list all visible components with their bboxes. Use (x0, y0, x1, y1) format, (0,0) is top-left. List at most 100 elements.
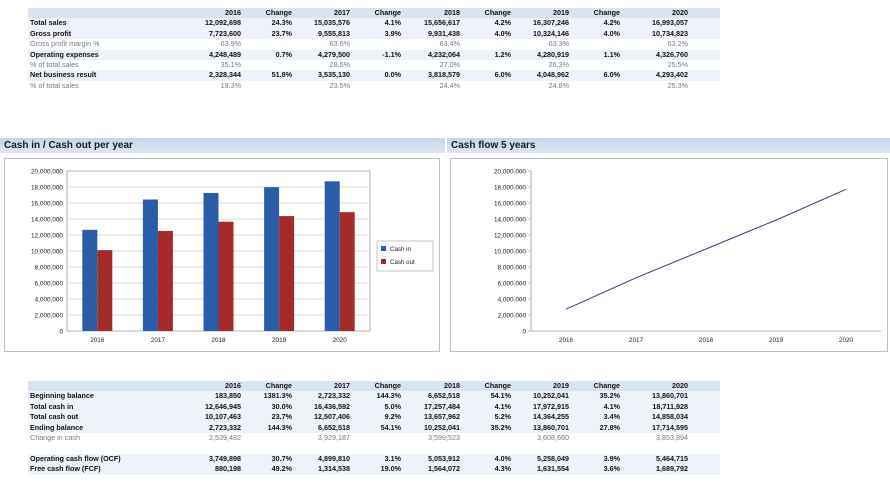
bar-cash-in (203, 192, 219, 331)
table-cell: 3,599,523 (428, 432, 460, 442)
table-cell: 4,232,064 (428, 49, 460, 59)
table-cell: 63.2% (667, 39, 688, 49)
table-row: Net business result 2,328,344 51.8% 3,535,1… (28, 70, 720, 81)
table-cell: 28.5% (329, 59, 350, 69)
table-cell: 17,714,595 (652, 422, 688, 432)
table-cell: 4.1% (494, 401, 511, 411)
bar-chart-svg: 0 2,000,000 4,000,000 6,000,000 8,000,000 10,… (31, 168, 434, 344)
y-tick-label: 20,000,000 (494, 168, 526, 175)
table-cell: 3,608,660 (537, 432, 569, 442)
x-tick-label: 2017 (151, 337, 166, 344)
y-tick-label: 8,000,000 (498, 264, 527, 271)
table-cell: 4.0% (603, 28, 620, 38)
table-cell: 51.8% (271, 70, 292, 80)
table-cell: 9,931,438 (428, 28, 460, 38)
table-cell: 2016 (225, 8, 241, 17)
table-cell: 4,899,810 (318, 453, 350, 463)
x-tick-label: 2018 (211, 337, 226, 344)
right-chart-section-title: Cash flow 5 years (447, 138, 890, 153)
table-cell: 35.2% (599, 391, 620, 401)
income-summary-table: 2016 Change 2017 Change 2018 Change 2019 Change… (28, 8, 720, 91)
table-cell: 10,252,041 (533, 391, 569, 401)
table-cell: 35.1% (220, 59, 241, 69)
table-cell: 4.1% (384, 18, 401, 28)
table-cell: 5,258,049 (537, 453, 569, 463)
table-cell: 2020 (672, 8, 688, 17)
row-label: Free cash flow (FCF) (30, 464, 101, 474)
table-cell: -1.1% (382, 49, 401, 59)
table-cell: 3,818,579 (428, 70, 460, 80)
line-chart-svg: 0 2,000,000 4,000,000 6,000,000 8,000,000 10,… (494, 168, 881, 344)
table-cell: 4,048,962 (537, 70, 569, 80)
table-cell: 2,328,344 (209, 70, 241, 80)
bar-cash-in (324, 181, 340, 331)
table-cell: 9.2% (384, 412, 401, 422)
cash-flow-table: 2016 Change 2017 Change 2018 Change 2019 Change… (28, 381, 720, 475)
table-row: Total cash out 10,107,463 23.7% 12,507,406 9… (28, 412, 720, 423)
table-cell: 14,364,255 (533, 412, 569, 422)
table-cell: Change (593, 8, 620, 17)
table-cell: 16,436,592 (314, 401, 350, 411)
table-row: Operating expenses 4,248,489 0.7% 4,279,500… (28, 49, 720, 60)
table-cell: 5,053,912 (428, 453, 460, 463)
income-table-header: 2016 Change 2017 Change 2018 Change 2019 Change… (28, 8, 720, 19)
table-cell: 4,326,760 (656, 49, 688, 59)
table-cell: 63.6% (329, 39, 350, 49)
x-tick-label: 2016 (559, 337, 574, 344)
row-label: Change in cash (30, 432, 80, 442)
table-cell: 17,257,484 (424, 401, 460, 411)
table-cell: Change (265, 8, 292, 17)
x-tick-label: 2018 (699, 337, 714, 344)
row-label: Ending balance (30, 422, 84, 432)
table-cell: 27.8% (599, 422, 620, 432)
table-cell: 24.4% (439, 80, 460, 90)
y-tick-label: 10,000,000 (494, 248, 526, 255)
row-label: Total sales (30, 18, 67, 28)
y-tick-label: 12,000,000 (31, 232, 63, 239)
table-cell: 3,749,898 (209, 453, 241, 463)
table-cell: 2020 (672, 381, 688, 390)
table-row: Beginning balance 183,850 1381.3% 2,723,332… (28, 391, 720, 402)
x-tick-label: 2019 (769, 337, 784, 344)
cash-table-header: 2016 Change 2017 Change 2018 Change 2019 Change… (28, 381, 720, 392)
table-row: Free cash flow (FCF) 880,198 49.2% 1,314,53… (28, 464, 720, 475)
table-cell: 25.5% (667, 59, 688, 69)
y-tick-label: 16,000,000 (31, 200, 63, 207)
table-cell: 2017 (334, 8, 350, 17)
table-cell: 10,734,823 (652, 28, 688, 38)
table-cell: 54.1% (380, 422, 401, 432)
y-tick-label: 4,000,000 (498, 296, 527, 303)
table-cell: 4,293,402 (656, 70, 688, 80)
table-cell: 18,711,928 (652, 401, 688, 411)
table-row: Total cash in 12,646,945 30.0% 16,436,592 5.… (28, 401, 720, 413)
row-label: Total cash in (30, 401, 74, 411)
bar-cash-out (157, 230, 173, 331)
table-cell: 35.2% (490, 422, 511, 432)
table-row: Gross profit 7,723,600 23.7% 9,555,813 3.9% 9… (28, 28, 720, 40)
table-cell: 4.2% (603, 18, 620, 28)
bar-cash-out (279, 216, 295, 331)
table-row: Total sales 12,092,698 24.3% 15,035,576 4.1%… (28, 18, 720, 29)
table-cell: 2018 (444, 8, 460, 17)
table-cell: 54.1% (490, 391, 511, 401)
table-cell: 19.0% (380, 464, 401, 474)
table-cell: 1,564,072 (428, 464, 460, 474)
row-label: Operating cash flow (OCF) (30, 453, 121, 463)
table-cell: 12,507,406 (314, 412, 350, 422)
table-cell: 5,464,715 (656, 453, 688, 463)
row-label: % of total sales (30, 59, 79, 69)
bar-cash-out (339, 212, 355, 331)
table-cell: 2,539,482 (209, 432, 241, 442)
row-label: Beginning balance (30, 391, 94, 401)
table-cell: 24.8% (548, 80, 569, 90)
table-cell: 4.1% (603, 401, 620, 411)
table-cell: 1,631,554 (537, 464, 569, 474)
legend-swatch (381, 246, 386, 251)
table-cell: 15,035,576 (314, 18, 350, 28)
table-cell: 1.1% (603, 49, 620, 59)
y-tick-label: 8,000,000 (35, 264, 64, 271)
table-cell: 14,858,034 (652, 412, 688, 422)
bar-cash-out (97, 250, 113, 331)
y-tick-label: 10,000,000 (31, 248, 63, 255)
row-label: Gross profit (30, 28, 72, 38)
